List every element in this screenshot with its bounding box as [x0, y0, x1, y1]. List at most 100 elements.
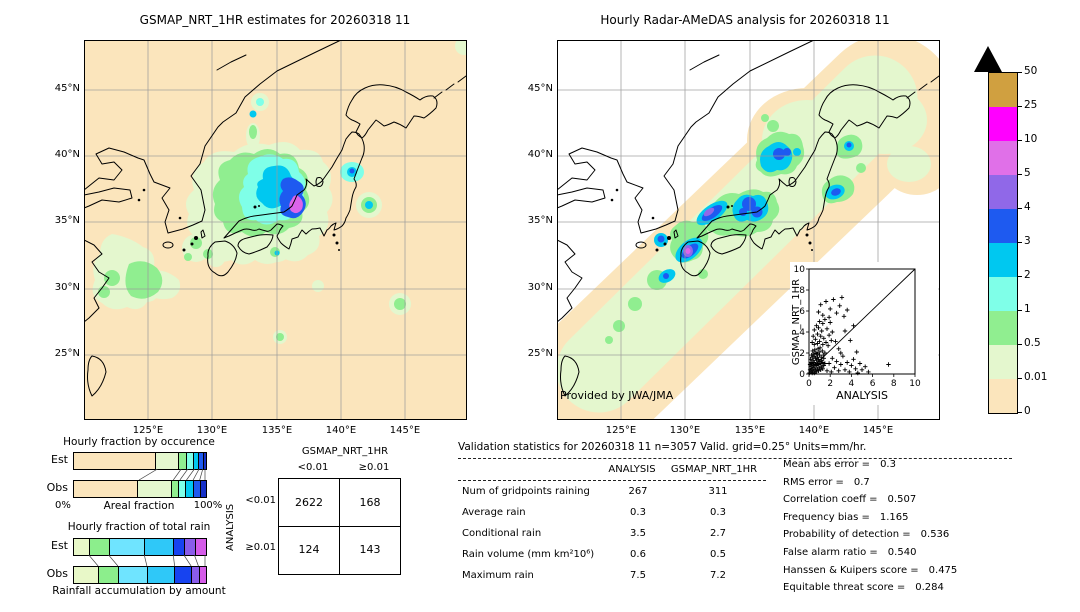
contingency-box: 2622 168 124 143 [278, 478, 401, 575]
inset-x-tick: 8 [891, 379, 897, 389]
occurrence-bar-est [73, 452, 207, 470]
colorbar-tick-label: 0.01 [1024, 371, 1048, 383]
occurrence-row-label-est: Est [51, 453, 68, 466]
lat-tick-label-left: 35°N [54, 215, 80, 226]
bar-segment [145, 539, 174, 555]
colorbar-tick [1017, 72, 1022, 73]
bar-segment [171, 481, 180, 497]
validation-score-value: 0.536 [920, 529, 950, 541]
validation-row-gsmap: 7.2 [710, 570, 726, 581]
right-map-title: Hourly Radar-AMeDAS analysis for 2026031… [600, 13, 890, 27]
rain-5-10-core [289, 195, 303, 214]
lat-tick-label-right: 35°N [527, 215, 553, 226]
bar-segment [193, 481, 201, 497]
bar-segment [155, 453, 180, 469]
colorbar-band-0 [989, 73, 1017, 107]
inset-x-tick: 10 [909, 379, 921, 389]
colorbar-tick [1017, 344, 1022, 345]
totalrain-title: Hourly fraction of total rain [67, 521, 211, 533]
validation-row-analysis: 3.5 [630, 528, 646, 539]
lon-tick-label-left: 130°E [196, 425, 228, 436]
colorbar-tick-label: 10 [1024, 133, 1038, 145]
scatter-inset: 00 2 2 4 4 6 6 8 8 10 10 ANALYSIS GSMAP_NRT_1HR [790, 262, 938, 405]
validation-score-value: 0.7 [853, 476, 870, 488]
totalrain-bar-est [73, 538, 207, 556]
bar-segment [74, 539, 91, 555]
bar-segment [74, 567, 99, 583]
lat-tick-label-right: 30°N [527, 282, 553, 293]
colorbar: 50 25 10 5 4 3 2 1 0.5 0.01 0 [960, 40, 1070, 430]
left-map-title: GSMAP_NRT_1HR estimates for 20260318 11 [139, 13, 411, 27]
validation-score: Hanssen & Kuipers score = 0.475 [783, 565, 1043, 576]
validation-score: Correlation coeff = 0.507 [783, 494, 1043, 505]
totalrain-row-label-obs: Obs [46, 567, 68, 580]
validation-row-gsmap: 0.3 [710, 507, 726, 518]
bar-segment [200, 481, 206, 497]
lat-tick-label-left: 40°N [54, 149, 80, 160]
lat-tick-label-right: 25°N [527, 348, 553, 359]
lon-tick-label-right: 135°E [734, 425, 766, 436]
occurrence-title: Hourly fraction by occurence [63, 436, 215, 448]
validation-score-label: Frequency bias = [783, 511, 870, 523]
colorbar-tick-label: 5 [1024, 167, 1031, 179]
validation-row-analysis: 0.3 [630, 507, 646, 518]
colorbar-tick [1017, 174, 1022, 175]
colorbar-over-arrow [974, 46, 1002, 72]
lon-tick-label-right: 140°E [798, 425, 830, 436]
bar-segment [184, 539, 196, 555]
bar-segment [186, 453, 194, 469]
totalrain-connectors [88, 555, 206, 566]
colorbar-tick-label: 3 [1024, 235, 1031, 247]
bar-segment [179, 481, 187, 497]
contingency-row-label-0: <0.01 [245, 495, 276, 506]
validation-score-label: False alarm ratio = [783, 547, 878, 558]
colorbar-band-5 [989, 243, 1017, 277]
validation-score: Probability of detection = 0.536 [783, 529, 1043, 540]
bar-segment [199, 567, 206, 583]
totalrain-bar-obs [73, 566, 207, 584]
colorbar-tick [1017, 412, 1022, 413]
bar-segment [195, 539, 207, 555]
colorbar-band-9 [989, 379, 1017, 413]
validation-row-analysis: 0.6 [630, 549, 646, 560]
validation-score-value: 0.475 [928, 564, 958, 576]
validation-score-label: Equitable threat score = [783, 582, 906, 594]
occurrence-x-label: Areal fraction [103, 500, 175, 512]
validation-score-label: Mean abs error = [783, 459, 871, 470]
bar-segment [203, 453, 207, 469]
bar-segment [147, 567, 176, 583]
validation-score-value: 0.507 [887, 494, 917, 506]
contingency-cell-00: 2622 [295, 496, 323, 509]
contingency-col-label-1: ≥0.01 [358, 462, 390, 473]
lat-tick-label-right: 45°N [527, 83, 553, 94]
bar-segment [186, 481, 194, 497]
bar-segment [179, 453, 187, 469]
validation-score-label: RMS error = [783, 476, 844, 488]
colorbar-band-2 [989, 141, 1017, 175]
validation-score-label: Hanssen & Kuipers score = [783, 564, 919, 576]
bar-segment [138, 481, 172, 497]
validation-score-value: 1.165 [879, 511, 909, 523]
colorbar-tick [1017, 140, 1022, 141]
radar-map-panel: 0 0 2 2 4 4 6 6 8 8 10 10 ANALYSIS GSMAP_NRT_1HR Pr… [534, 34, 955, 443]
bar-segment [199, 453, 204, 469]
colorbar-tick [1017, 276, 1022, 277]
contingency-cell-10: 124 [298, 543, 320, 556]
colorbar-tick [1017, 208, 1022, 209]
colorbar-tick [1017, 106, 1022, 107]
occurrence-x-min: 0% [55, 500, 71, 511]
totalrain-row-label-est: Est [51, 539, 68, 552]
validation-header: Validation statistics for 20260318 11 n=… [458, 441, 867, 453]
inset-x-tick: 0 [806, 379, 812, 389]
validation-row-gsmap: 311 [708, 486, 728, 497]
validation-score-value: 0.3 [880, 459, 896, 470]
colorbar-band-6 [989, 277, 1017, 311]
bar-segment [90, 539, 111, 555]
inset-y-tick: 4 [799, 328, 805, 338]
lat-tick-label-left: 30°N [54, 282, 80, 293]
colorbar-tick-label: 50 [1024, 65, 1038, 77]
colorbar-tick-label: 2 [1024, 269, 1031, 281]
colorbar-tick [1017, 378, 1022, 379]
rain-4-10-cores [683, 207, 715, 257]
radar-map [534, 34, 955, 443]
